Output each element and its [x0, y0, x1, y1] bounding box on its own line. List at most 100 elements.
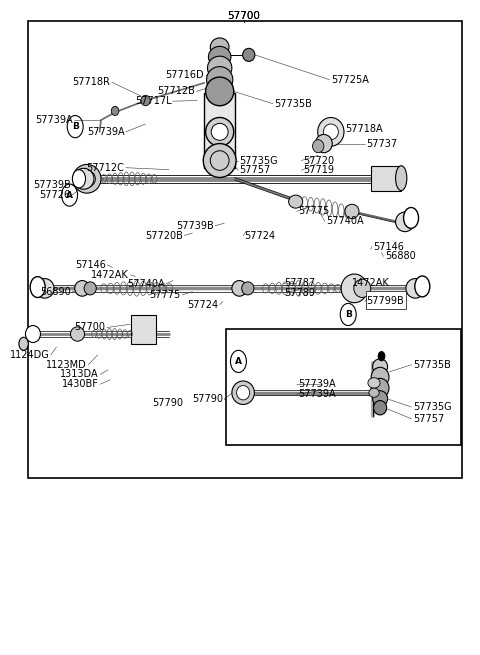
Ellipse shape [318, 117, 344, 146]
Text: 57735G: 57735G [240, 155, 278, 166]
Text: 57720B: 57720B [145, 231, 183, 240]
Ellipse shape [372, 391, 388, 406]
Text: B: B [72, 122, 79, 131]
Ellipse shape [210, 38, 229, 56]
Text: A: A [66, 191, 73, 200]
Ellipse shape [206, 67, 233, 93]
Text: 57700: 57700 [75, 322, 106, 333]
Text: 57720: 57720 [303, 155, 334, 166]
Text: B: B [345, 310, 352, 319]
Text: 57735B: 57735B [275, 99, 312, 109]
Bar [28, 21, 462, 477]
Bar [204, 93, 235, 168]
Ellipse shape [369, 388, 379, 398]
Ellipse shape [406, 278, 425, 298]
Ellipse shape [242, 282, 254, 295]
Text: 57146: 57146 [373, 242, 404, 252]
Text: 57718R: 57718R [72, 77, 110, 87]
Text: 57740A: 57740A [326, 216, 364, 226]
Text: 57789: 57789 [284, 288, 315, 298]
Text: 57790: 57790 [192, 394, 223, 404]
Text: 57716D: 57716D [166, 70, 204, 80]
Ellipse shape [30, 276, 45, 297]
Ellipse shape [373, 401, 387, 415]
Ellipse shape [396, 166, 407, 191]
Ellipse shape [19, 337, 28, 350]
Ellipse shape [72, 170, 85, 188]
Text: 57724: 57724 [244, 231, 275, 240]
Ellipse shape [404, 208, 419, 229]
Text: 57700: 57700 [228, 10, 261, 21]
Ellipse shape [203, 143, 236, 178]
Ellipse shape [75, 280, 90, 296]
Ellipse shape [71, 327, 84, 341]
Bar [131, 315, 156, 345]
Text: 57739A: 57739A [298, 389, 336, 399]
Text: 57735B: 57735B [413, 360, 451, 369]
Text: 57775: 57775 [298, 206, 329, 216]
Ellipse shape [372, 359, 388, 375]
Text: 57790: 57790 [152, 398, 183, 407]
Ellipse shape [324, 124, 338, 140]
Ellipse shape [345, 204, 359, 219]
Ellipse shape [312, 140, 324, 153]
Text: 57725A: 57725A [331, 75, 369, 84]
Text: 57146: 57146 [75, 260, 106, 270]
Ellipse shape [354, 279, 371, 297]
Ellipse shape [205, 77, 234, 105]
Text: 57712C: 57712C [86, 162, 124, 173]
Text: 57739A: 57739A [35, 115, 73, 125]
Text: 1123MD: 1123MD [46, 360, 87, 369]
Text: 1124DG: 1124DG [10, 350, 49, 360]
Text: 57717L: 57717L [135, 96, 171, 106]
Text: 57787: 57787 [284, 278, 315, 288]
Text: 57719: 57719 [303, 165, 334, 176]
Text: 57739A: 57739A [87, 127, 124, 137]
Ellipse shape [341, 274, 367, 303]
Ellipse shape [378, 352, 385, 361]
Ellipse shape [207, 56, 232, 80]
Ellipse shape [232, 381, 254, 404]
Text: 57718A: 57718A [345, 124, 383, 134]
Ellipse shape [36, 278, 54, 298]
Text: A: A [235, 357, 242, 366]
Ellipse shape [288, 195, 303, 208]
Ellipse shape [232, 280, 247, 296]
Text: 57799B: 57799B [366, 297, 404, 307]
Bar [226, 329, 461, 445]
Ellipse shape [396, 212, 414, 232]
Ellipse shape [211, 123, 228, 140]
Text: 57712B: 57712B [157, 86, 195, 96]
Bar [371, 166, 401, 191]
Text: 1313DA: 1313DA [60, 369, 99, 379]
Text: 57737: 57737 [366, 139, 397, 149]
Text: 56890: 56890 [40, 287, 71, 297]
Ellipse shape [73, 164, 101, 193]
Text: 1430BF: 1430BF [62, 379, 99, 389]
Ellipse shape [237, 386, 250, 400]
Text: 57735G: 57735G [413, 402, 452, 412]
Text: 1472AK: 1472AK [91, 270, 129, 280]
Ellipse shape [73, 168, 94, 189]
Text: 57726: 57726 [39, 190, 71, 200]
Text: 57739B: 57739B [176, 221, 214, 231]
Ellipse shape [243, 48, 255, 62]
Text: 57757: 57757 [413, 414, 444, 424]
Text: 57740A: 57740A [127, 279, 164, 289]
Text: 57724: 57724 [187, 300, 218, 310]
Ellipse shape [84, 282, 96, 295]
Ellipse shape [78, 170, 96, 187]
Ellipse shape [208, 47, 231, 67]
Bar [366, 291, 406, 309]
Text: 57700: 57700 [228, 10, 261, 21]
Text: 56880: 56880 [385, 252, 416, 261]
Ellipse shape [205, 117, 234, 146]
Text: 57757: 57757 [240, 165, 271, 176]
Ellipse shape [315, 134, 332, 153]
Ellipse shape [368, 378, 380, 388]
Text: 57775: 57775 [149, 290, 181, 300]
Ellipse shape [415, 276, 430, 297]
Text: 57739B: 57739B [33, 180, 71, 191]
Text: 57739A: 57739A [298, 379, 336, 389]
Ellipse shape [141, 96, 150, 105]
